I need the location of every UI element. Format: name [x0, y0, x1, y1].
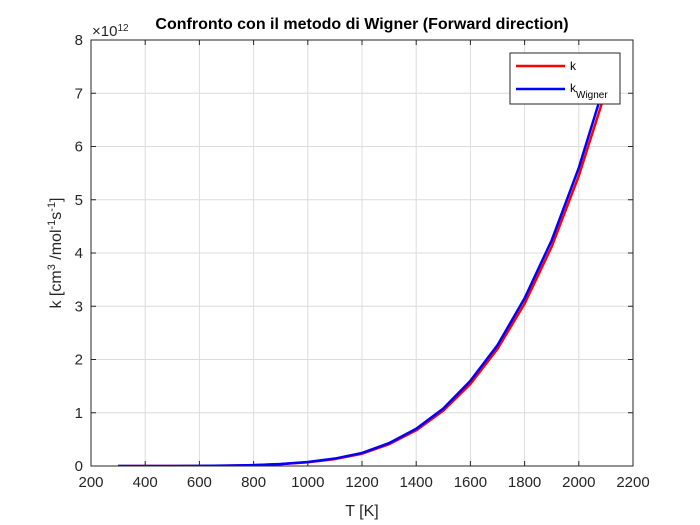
ticks: 200 400 600 800 1000 1200 1400 1600 1800 2000 2200… — [75, 32, 650, 491]
x-axis-label: T [K] — [345, 503, 379, 520]
legend-box — [509, 52, 621, 105]
y-tick-label: 4 — [75, 245, 83, 262]
y-tick-label: 2 — [75, 352, 83, 369]
x-tick-label: 1400 — [400, 474, 433, 491]
x-tick-label: 1200 — [345, 474, 378, 491]
y-tick-label: 0 — [75, 458, 83, 475]
legend: k kWigner — [509, 52, 621, 105]
y-tick-label: 5 — [75, 192, 83, 209]
x-tick-label: 1800 — [508, 474, 541, 491]
y-tick-label: 8 — [75, 32, 83, 49]
x-tick-label: 400 — [133, 474, 158, 491]
y-axis-exponent: ×1012 — [92, 23, 129, 41]
x-tick-label: 1600 — [454, 474, 487, 491]
y-axis-label: k [cm3 /mol-1s-1] — [46, 197, 65, 308]
x-tick-label: 200 — [78, 474, 103, 491]
x-tick-label: 800 — [241, 474, 266, 491]
y-tick-label: 7 — [75, 85, 83, 102]
legend-label-k: k — [570, 59, 577, 73]
x-tick-label: 2200 — [616, 474, 649, 491]
x-tick-label: 600 — [187, 474, 212, 491]
chart-title: Confronto con il metodo di Wigner (Forwa… — [155, 16, 568, 33]
legend-label-k-wigner: kWigner — [570, 81, 608, 101]
y-tick-label: 1 — [75, 405, 83, 422]
x-tick-label: 1000 — [291, 474, 324, 491]
y-tick-label: 6 — [75, 139, 83, 156]
x-tick-label: 2000 — [562, 474, 595, 491]
y-tick-label: 3 — [75, 298, 83, 315]
